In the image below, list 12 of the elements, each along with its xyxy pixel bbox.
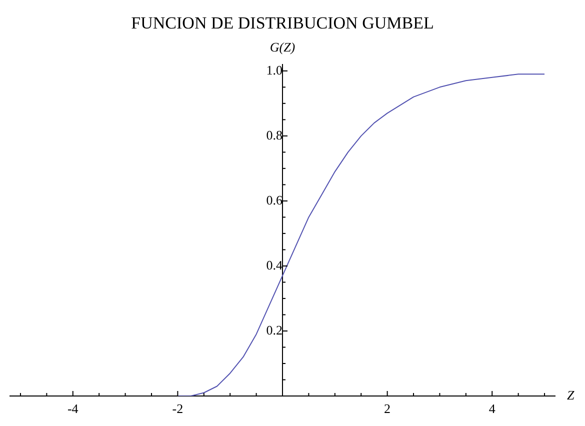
y-tick-label: 1.0 [266, 62, 282, 78]
x-tick-label: -2 [172, 401, 184, 416]
x-axis-title: Z [567, 387, 575, 402]
x-tick-label: 2 [384, 401, 391, 416]
y-tick-label: 0.4 [266, 257, 283, 272]
y-tick-label: 0.6 [266, 192, 283, 208]
y-tick-label: 0.2 [266, 322, 282, 338]
x-tick-label: 4 [488, 401, 496, 416]
y-tick-label: 0.8 [266, 127, 282, 142]
chart-title: FUNCION DE DISTRIBUCION GUMBEL [131, 14, 434, 33]
x-tick-label: -4 [67, 401, 79, 416]
y-axis-title: G(Z) [270, 39, 296, 54]
